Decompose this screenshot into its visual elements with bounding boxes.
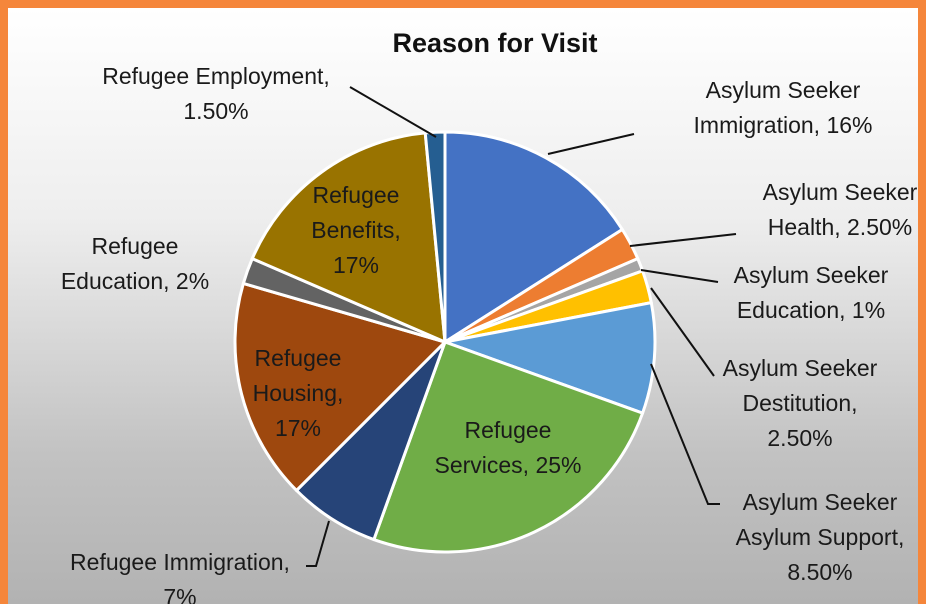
data-label-line: 17% [333, 252, 379, 278]
data-label-refugee-benefits: Refugee Benefits, 17% [311, 182, 401, 278]
data-label-line: Destitution, [742, 390, 857, 416]
data-label-refugee-housing: Refugee Housing, 17% [253, 345, 344, 441]
data-label-line: Education, 1% [737, 297, 885, 323]
data-label-refugee-immigration: Refugee Immigration, 7% [70, 549, 290, 604]
data-label-line: Asylum Seeker [763, 179, 918, 205]
data-label-line: Asylum Seeker [723, 355, 878, 381]
slice-asylum-seeker-asylum-support [443, 301, 657, 415]
data-label-line: Refugee Employment, [102, 63, 330, 89]
data-label-line: Asylum Seeker [734, 262, 889, 288]
pie-chart: Reason for Visit Asylum Seeker Immigratio… [61, 28, 918, 604]
data-label-line: 8.50% [787, 559, 852, 585]
data-label-line: Asylum Support, [736, 524, 905, 550]
chart-title: Reason for Visit [392, 28, 597, 58]
data-label-line: Health, 2.50% [768, 214, 912, 240]
data-label-line: Education, 2% [61, 268, 209, 294]
leader-line-asylum-seeker-health [629, 233, 737, 247]
chart-frame: Reason for Visit Asylum Seeker Immigratio… [8, 8, 918, 604]
data-label-line: 7% [163, 584, 196, 604]
slice-refugee-housing [233, 281, 447, 492]
slice-refugee-services [372, 340, 645, 554]
leader-line-asylum-seeker-destitution [650, 287, 715, 377]
data-label-line: Asylum Seeker [743, 489, 898, 515]
data-label-line: Benefits, [311, 217, 401, 243]
data-label-line: 1.50% [183, 98, 248, 124]
data-label-line: Immigration, 16% [694, 112, 873, 138]
data-label-asylum-seeker-education: Asylum Seeker Education, 1% [734, 262, 889, 323]
data-label-line: Refugee [92, 233, 179, 259]
data-label-refugee-education: Refugee Education, 2% [61, 233, 209, 294]
leader-line-refugee-employment [349, 86, 437, 138]
data-labels: Asylum Seeker Immigration, 16%Asylum Seek… [61, 63, 918, 604]
leader-line-asylum-seeker-asylum-support [650, 363, 720, 505]
leader-lines [306, 86, 737, 567]
data-label-line: Housing, [253, 380, 344, 406]
data-label-line: 17% [275, 415, 321, 441]
data-label-asylum-seeker-immigration: Asylum Seeker Immigration, 16% [694, 77, 873, 138]
data-label-line: Services, 25% [434, 452, 581, 478]
data-label-line: Refugee [313, 182, 400, 208]
data-label-refugee-employment: Refugee Employment, 1.50% [102, 63, 330, 124]
data-label-refugee-services: Refugee Services, 25% [434, 417, 581, 478]
data-label-line: Refugee Immigration, [70, 549, 290, 575]
data-label-asylum-seeker-health: Asylum Seeker Health, 2.50% [763, 179, 918, 240]
data-label-asylum-seeker-destitution: Asylum Seeker Destitution, 2.50% [723, 355, 878, 451]
leader-line-refugee-immigration [306, 520, 330, 567]
slice-refugee-employment [423, 130, 447, 344]
data-label-asylum-seeker-asylum-support: Asylum Seeker Asylum Support, 8.50% [736, 489, 905, 585]
data-label-line: 2.50% [767, 425, 832, 451]
data-label-line: Asylum Seeker [706, 77, 861, 103]
data-label-line: Refugee [465, 417, 552, 443]
slice-asylum-seeker-immigration [443, 130, 624, 344]
leader-line-asylum-seeker-immigration [547, 133, 635, 155]
slice-refugee-benefits [250, 131, 447, 344]
data-label-line: Refugee [255, 345, 342, 371]
pie-slices [233, 130, 657, 554]
leader-line-asylum-seeker-education [640, 269, 719, 283]
